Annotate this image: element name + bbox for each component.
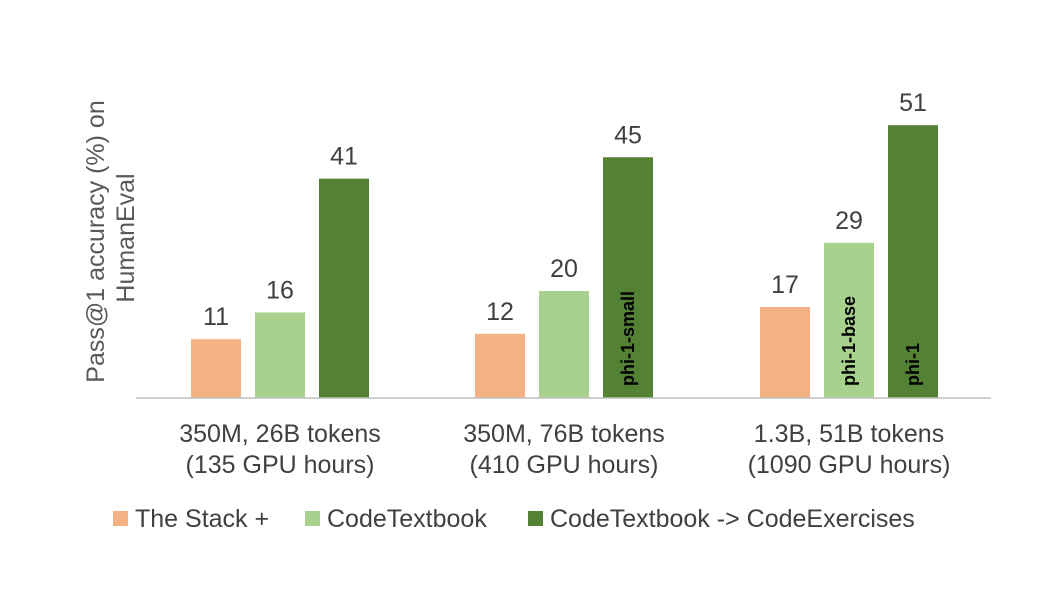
- y-axis-label: Pass@1 accuracy (%) on HumanEval: [82, 93, 140, 382]
- bar-annotation-label: phi-1: [903, 343, 923, 386]
- bar-annotation-label: phi-1-base: [839, 296, 859, 386]
- bar: [603, 157, 653, 398]
- y-axis-label-line-1: Pass@1 accuracy (%) on: [82, 100, 110, 382]
- data-label: 41: [330, 143, 358, 171]
- legend-swatch: [305, 511, 320, 526]
- data-label: 45: [614, 121, 642, 149]
- x-tick-label-line-1: 1.3B, 51B tokens: [754, 420, 944, 448]
- data-label: 29: [835, 207, 863, 235]
- x-tick-label-line-2: (1090 GPU hours): [748, 451, 951, 479]
- bar: [475, 333, 525, 398]
- x-tick-label-line-2: (410 GPU hours): [470, 451, 659, 479]
- data-label: 17: [771, 271, 799, 299]
- bar: [319, 178, 369, 398]
- legend-swatch: [528, 511, 543, 526]
- x-tick-labels: 350M, 26B tokens (135 GPU hours) 350M, 76B…: [179, 420, 950, 479]
- legend-label: CodeTextbook: [327, 505, 487, 533]
- data-label: 20: [550, 255, 578, 283]
- legend-swatch: [113, 511, 128, 526]
- legend-label: The Stack +: [135, 505, 269, 533]
- y-axis-label-line-2: HumanEval: [112, 173, 140, 302]
- x-tick-label-line-1: 350M, 76B tokens: [463, 420, 665, 448]
- bar: [824, 242, 874, 398]
- legend: The Stack + CodeTextbook CodeTextbook -> C…: [113, 505, 915, 533]
- bar: [539, 291, 589, 398]
- x-tick-label-line-2: (135 GPU hours): [186, 451, 375, 479]
- bar: [255, 312, 305, 398]
- data-label: 11: [203, 303, 229, 331]
- data-labels-layer: 11 12 17 16 20 29 phi-1-base 41 45 phi-1-small 51 p…: [203, 89, 927, 386]
- x-tick-label-line-1: 350M, 26B tokens: [179, 420, 381, 448]
- data-label: 12: [486, 298, 514, 326]
- bar: [888, 125, 938, 399]
- bars-layer: [191, 125, 938, 399]
- legend-label: CodeTextbook -> CodeExercises: [550, 505, 915, 533]
- data-label: 51: [899, 89, 927, 117]
- data-label: 16: [266, 276, 294, 304]
- bar: [191, 339, 241, 398]
- bar-annotation-label: phi-1-small: [618, 291, 638, 386]
- bar: [760, 307, 810, 398]
